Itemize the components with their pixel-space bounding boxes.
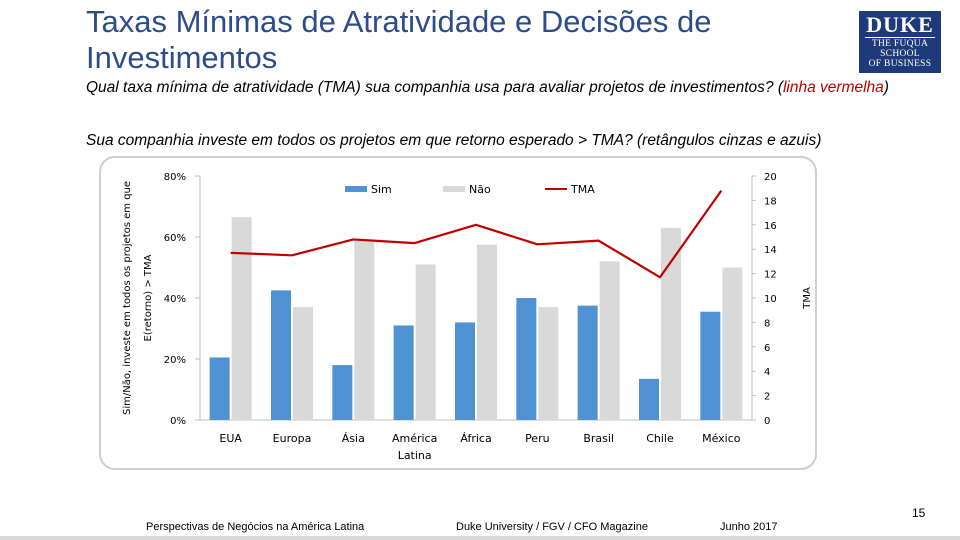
x-tick-label: África [460,432,491,445]
logo-line-4: OF BUSINESS [868,59,932,69]
bar-nao [293,307,313,420]
y2-tick-label: 14 [764,245,777,256]
legend-label-nao: Não [469,183,491,196]
y2-tick-label: 2 [764,392,770,403]
y2-tick-label: 18 [764,196,777,207]
y-axis-title-line-1: Sim/Não, investe em todos os projetos em… [122,181,133,415]
bar-nao [661,227,681,420]
question-tma-red-text: linha vermelha [782,79,884,96]
bar-sim [639,378,659,420]
logo-line-3: SCHOOL [880,49,920,59]
bar-sim [209,357,230,420]
x-tick-label: México [702,432,741,445]
y2-tick-label: 8 [764,318,770,329]
x-tick-label: Chile [646,432,674,445]
bottom-rule [0,536,960,540]
bar-sim [516,298,537,420]
y-tick-label: 0% [170,416,186,427]
bar-nao [354,240,375,420]
bar-nao [599,261,620,420]
y-tick-label: 40% [164,294,186,305]
footer-left: Perspectivas de Negócios na América Lati… [146,521,365,533]
legend-label-sim: Sim [371,183,392,196]
bar-sim [700,311,721,420]
y2-tick-label: 4 [764,367,770,378]
bar-nao [477,244,497,420]
footer-right: Junho 2017 [720,521,778,533]
y2-tick-label: 0 [764,416,770,427]
legend-swatch-sim [345,186,367,192]
x-tick-label: Peru [525,432,550,445]
question-tma-end: ) [883,79,889,96]
y2-tick-label: 16 [764,221,777,232]
question-tma-text: Qual taxa mínima de atratividade (TMA) s… [86,79,783,96]
bar-nao [722,267,743,420]
y2-axis-title: TMA [802,287,813,310]
x-tick-label-line-1: América [392,432,437,445]
legend-swatch-nao [443,186,465,192]
bar-sim [332,365,353,420]
x-tick-label: Ásia [342,432,365,445]
y-tick-label: 60% [164,233,186,244]
bar-sim [393,325,414,420]
y-tick-label: 80% [164,172,186,183]
duke-fuqua-logo: DUKE THE FUQUA SCHOOL OF BUSINESS [859,11,941,73]
x-tick-label-line-2: Latina [398,449,432,462]
logo-line-1: DUKE [865,12,935,38]
bar-nao [231,217,252,420]
y2-tick-label: 12 [764,270,777,281]
bar-nao [415,264,436,420]
y2-tick-label: 20 [764,172,777,183]
tma-line [230,190,723,279]
x-tick-label: Brasil [583,432,614,445]
y2-tick-label: 10 [764,294,777,305]
bar-sim [455,322,475,420]
page-number: 15 [912,506,926,520]
page-title: Taxas Mínimas de Atratividade e Decisões… [86,4,712,75]
x-tick-label: Europa [273,432,312,445]
footer-center: Duke University / FGV / CFO Magazine [456,521,648,533]
legend-label-tma: TMA [570,183,595,196]
y2-tick-label: 6 [764,343,770,354]
bar-nao [538,307,559,420]
y-axis-title-line-2: E(retorno) > TMA [143,254,154,341]
logo-line-2: THE FUQUA [871,39,929,49]
x-tick-label: EUA [219,432,242,445]
question-invest: Sua companhia investe em todos os projet… [86,132,822,149]
question-tma: Qual taxa mínima de atratividade (TMA) s… [86,78,946,98]
bar-sim [271,290,291,420]
bar-sim [577,305,598,420]
y-tick-label: 20% [164,355,186,366]
